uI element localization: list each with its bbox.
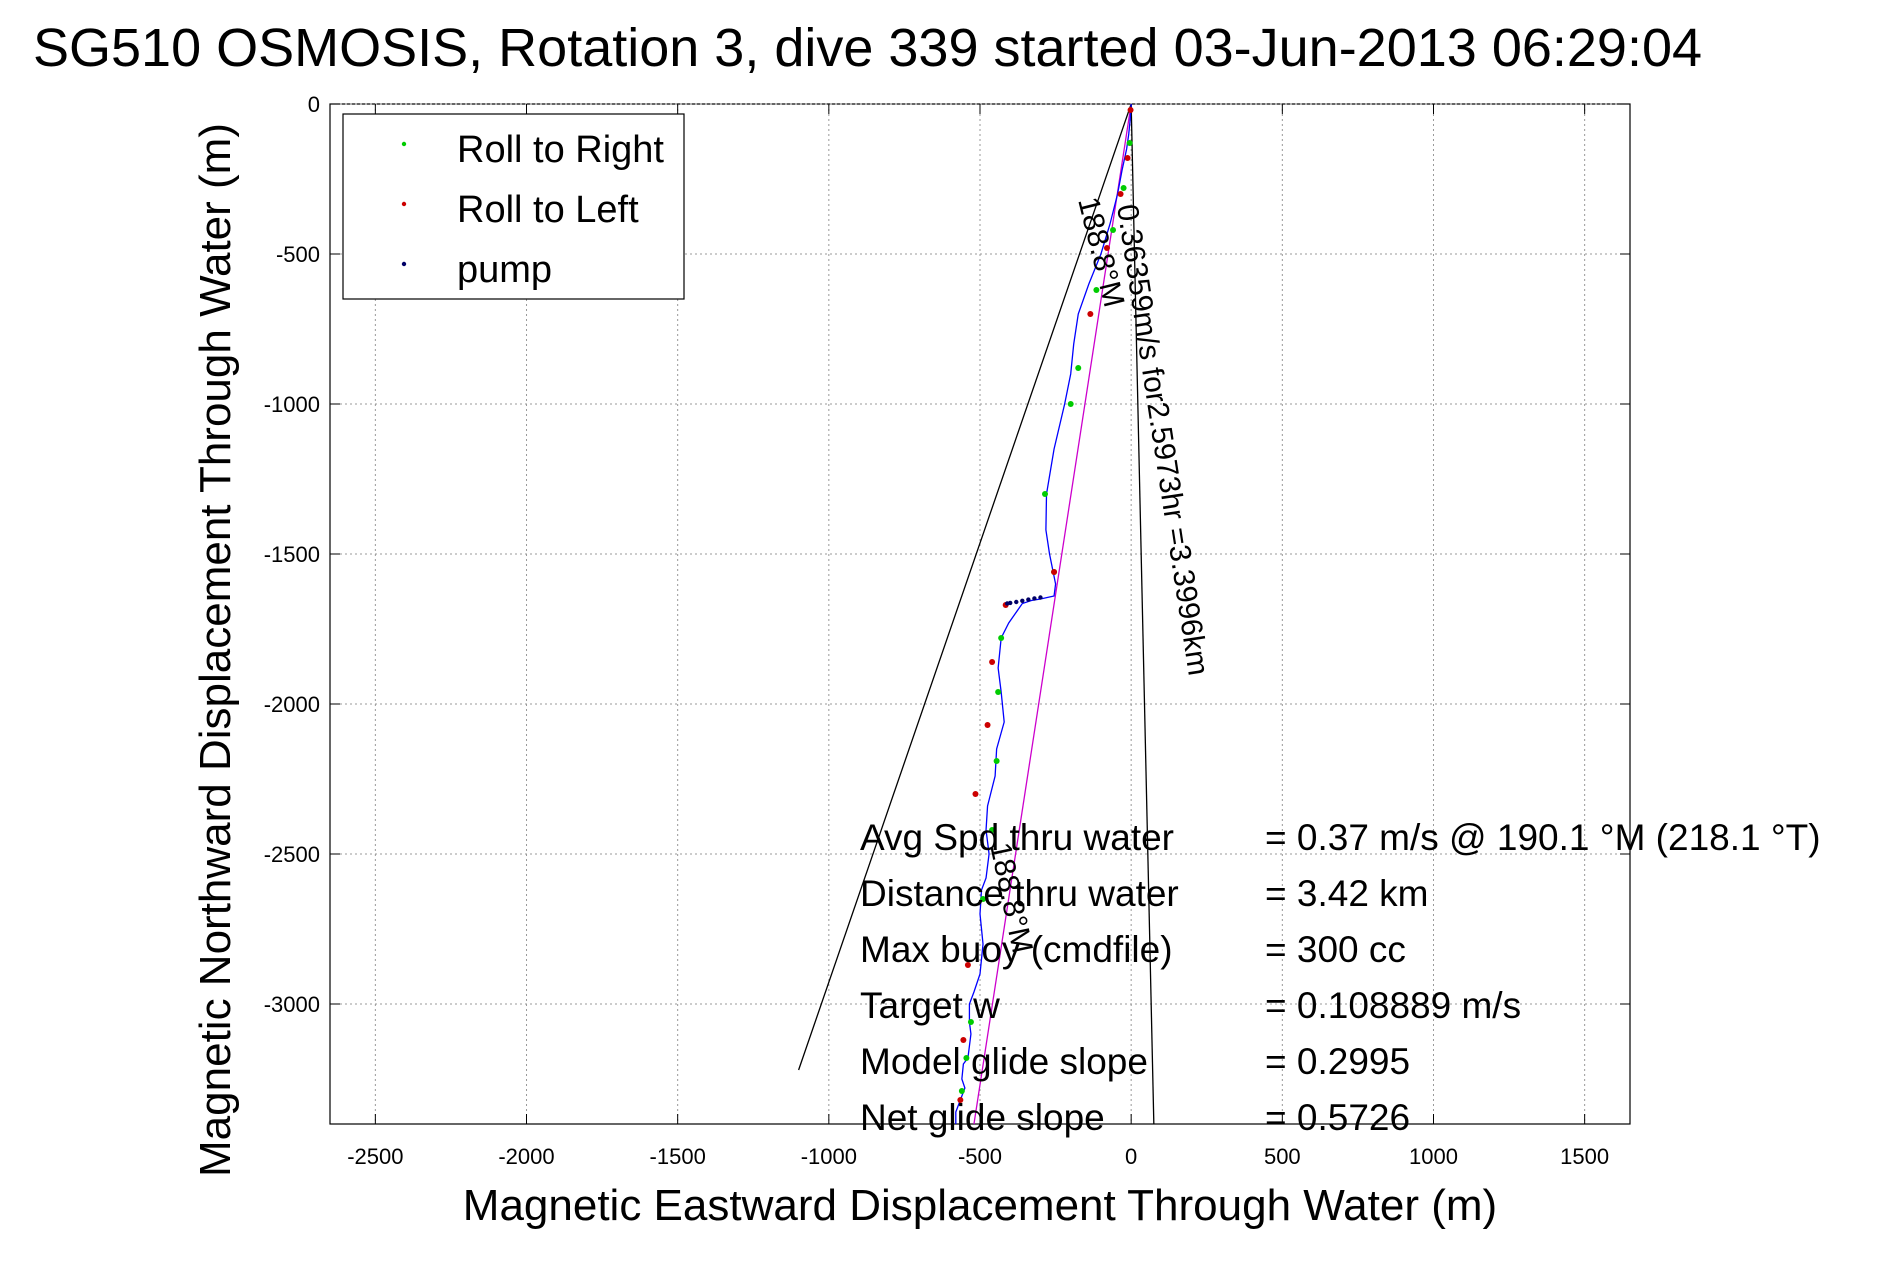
y-tick-label: -500 [276, 242, 320, 267]
stat-label: Net glide slope [860, 1097, 1105, 1138]
legend-box [342, 113, 685, 300]
point-roll-to-right [998, 635, 1005, 641]
line-cone-right [1130, 103, 1155, 1125]
line-cone-left [797, 103, 1132, 1071]
point-roll-to-right [1120, 185, 1127, 191]
point-roll-to-right [963, 1055, 970, 1061]
point-roll-to-right [1075, 365, 1082, 371]
legend-marker [401, 141, 407, 147]
point-roll-to-left [1103, 245, 1110, 251]
point-roll-to-right [958, 1088, 965, 1094]
y-tick-label: -1500 [264, 542, 320, 567]
x-tick-label: 1500 [1560, 1144, 1609, 1169]
point-pump [1014, 599, 1019, 605]
y-axis-ticks: 0 -500 -1000 -1500 -2000 -2500 -3000 [264, 92, 1630, 1017]
point-roll-to-left [1117, 191, 1124, 197]
x-tick-label: -1000 [801, 1144, 857, 1169]
point-pump [1020, 598, 1025, 603]
legend-marker [401, 261, 407, 267]
legend-label: Roll to Right [457, 129, 664, 171]
point-pump [1032, 596, 1037, 601]
point-roll-to-right [1126, 140, 1133, 146]
stats-block: Avg Spd thru water = 0.37 m/s @ 190.1 °M … [860, 817, 1821, 1138]
x-tick-label: -500 [958, 1144, 1002, 1169]
point-roll-to-left [960, 1037, 967, 1043]
stat-value: = 0.5726 [1265, 1097, 1410, 1138]
point-pump [1005, 601, 1010, 606]
x-tick-label: -1500 [650, 1144, 706, 1169]
chart-title: SG510 OSMOSIS, Rotation 3, dive 339 star… [33, 18, 1702, 78]
point-roll-to-left [1051, 569, 1058, 575]
stat-value: = 0.2995 [1265, 1041, 1410, 1082]
y-tick-label: 0 [308, 92, 320, 117]
legend-label: Roll to Left [457, 189, 639, 231]
stat-value: = 0.108889 m/s [1265, 985, 1521, 1026]
x-tick-label: 500 [1264, 1144, 1301, 1169]
stat-label: Distance thru water [860, 873, 1179, 914]
point-roll-to-right [993, 758, 1000, 764]
y-tick-label: -2000 [264, 692, 320, 717]
stat-value: = 300 cc [1265, 929, 1406, 970]
point-pump [1026, 597, 1031, 602]
stat-label: Avg Spd thru water [860, 817, 1174, 858]
point-roll-to-left [989, 659, 996, 665]
point-roll-to-right [1067, 401, 1074, 407]
stat-value: = 0.37 m/s @ 190.1 °M (218.1 °T) [1265, 817, 1821, 858]
point-roll-to-left [984, 722, 991, 728]
x-axis-label: Magnetic Eastward Displacement Through W… [463, 1181, 1497, 1230]
point-roll-to-right [1042, 491, 1048, 497]
stat-label: Model glide slope [860, 1041, 1148, 1082]
point-roll-to-left [964, 962, 971, 968]
x-tick-label: -2500 [347, 1144, 403, 1169]
plot-traces [797, 103, 1155, 1125]
point-pump [1038, 595, 1043, 600]
point-roll-to-left [957, 1097, 964, 1103]
point-roll-to-right [989, 827, 996, 833]
legend-marker [401, 201, 407, 207]
stat-value: = 3.42 km [1265, 873, 1429, 914]
x-tick-label: 0 [1125, 1144, 1137, 1169]
point-roll-to-right [1110, 227, 1117, 233]
stat-label: Target w [860, 985, 1000, 1026]
point-roll-to-left [1124, 155, 1131, 161]
x-axis-ticks: -2500 -2000 -1500 -1000 -500 0 500 1000 1500 [347, 104, 1609, 1169]
y-tick-label: -3000 [264, 992, 320, 1017]
point-roll-to-right [995, 689, 1002, 695]
y-axis-label: Magnetic Northward Displacement Through … [191, 123, 240, 1177]
point-roll-to-right [967, 1019, 974, 1025]
stat-label: Max buoy (cmdfile) [860, 929, 1173, 970]
line-avg [973, 103, 1132, 1125]
point-roll-to-left [972, 791, 979, 797]
y-tick-label: -1000 [264, 392, 320, 417]
legend: Roll to Right Roll to Left pump [342, 113, 685, 300]
legend-label: pump [457, 249, 552, 291]
point-roll-to-left [1087, 311, 1094, 317]
y-tick-label: -2500 [264, 842, 320, 867]
x-tick-label: 1000 [1409, 1144, 1458, 1169]
point-roll-to-left [1127, 107, 1134, 113]
point-roll-to-right [1093, 287, 1100, 293]
x-tick-label: -2000 [498, 1144, 554, 1169]
point-roll-to-right [980, 896, 987, 902]
